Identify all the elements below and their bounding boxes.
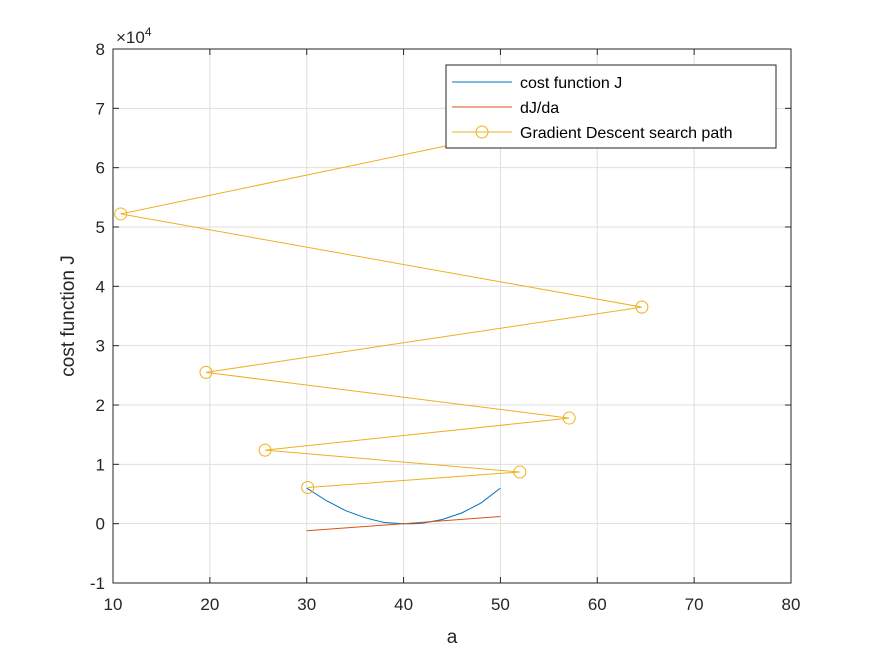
x-tick-label: 80: [782, 595, 801, 614]
search-path-point: [301, 480, 315, 494]
search-path-point: [635, 300, 649, 314]
x-tick-label: 40: [394, 595, 413, 614]
y-axis-exponent-power: 4: [145, 25, 152, 39]
search-path-point: [199, 365, 213, 379]
legend-label-search-path: Gradient Descent search path: [520, 125, 733, 142]
y-tick-label: 3: [96, 337, 105, 356]
legend-label-djda: dJ/da: [520, 100, 559, 117]
y-tick-label: 8: [96, 40, 105, 59]
legend: cost function J dJ/da Gradient Descent s…: [445, 64, 777, 149]
y-tick-label: 6: [96, 159, 105, 178]
search-path-point: [513, 465, 527, 479]
y-tick-label: 7: [96, 99, 105, 118]
x-tick-label: 20: [200, 595, 219, 614]
search-path-point: [562, 411, 576, 425]
y-tick-label: 2: [96, 396, 105, 415]
x-tick-labels: 10 20 30 40 50 60 70 80: [104, 595, 801, 614]
y-tick-label: 4: [96, 277, 105, 296]
y-axis-label: cost function J: [58, 255, 79, 376]
search-path-point: [114, 207, 128, 221]
x-tick-label: 50: [491, 595, 510, 614]
y-tick-label: 1: [96, 455, 105, 474]
series-line-dj-da: [306, 516, 501, 532]
x-tick-label: 10: [104, 595, 123, 614]
y-axis-exponent: ×104: [116, 25, 152, 47]
legend-marker-search-path: [475, 125, 489, 139]
y-tick-label: -1: [90, 574, 105, 593]
legend-label-cost-function: cost function J: [520, 75, 622, 92]
search-path-point: [258, 443, 272, 457]
x-tick-label: 60: [588, 595, 607, 614]
x-tick-label: 70: [685, 595, 704, 614]
axes-box: [112, 48, 792, 584]
x-axis-label: a: [447, 627, 458, 648]
x-tick-label: 30: [297, 595, 316, 614]
y-tick-labels: -1 0 1 2 3 4 5 6 7 8: [90, 40, 105, 593]
y-tick-label: 0: [96, 515, 105, 534]
series-line-gradient-descent-search-path: [120, 80, 758, 488]
y-tick-label: 5: [96, 218, 105, 237]
tick-marks: [112, 48, 792, 584]
